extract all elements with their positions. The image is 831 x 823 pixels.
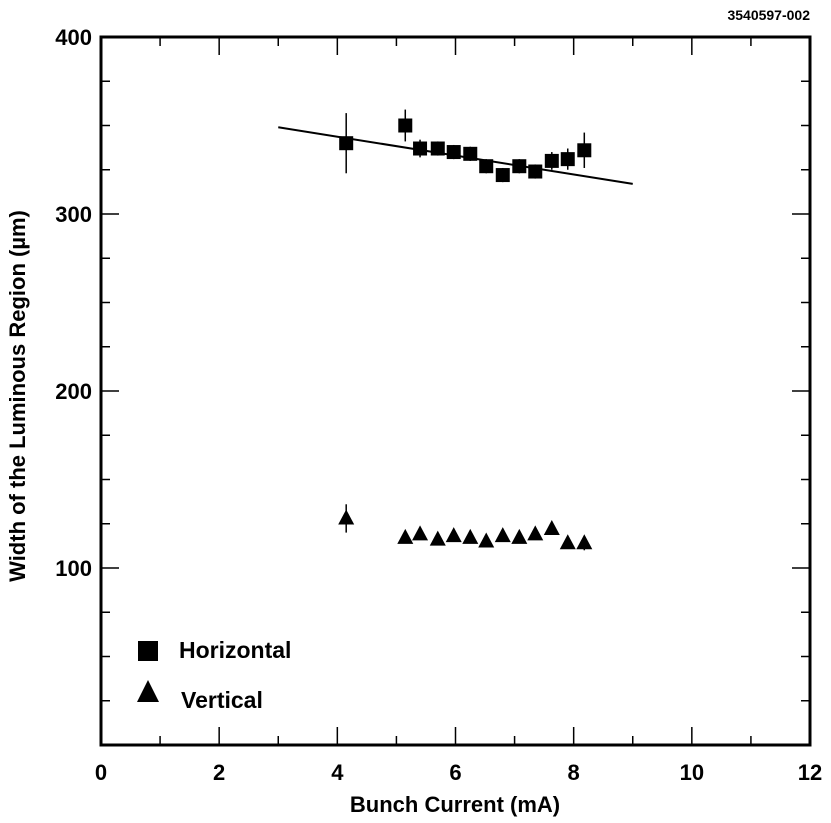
y-tick-label: 100 <box>55 556 92 581</box>
axis-ticks <box>101 37 810 745</box>
horizontal-point <box>577 143 592 158</box>
tick-labels: 0 2 4 6 8 10 12 100 200 300 400 <box>55 25 822 785</box>
vertical-point <box>527 525 544 541</box>
figure-id: 3540597-002 <box>727 7 810 23</box>
legend-triangle-marker <box>137 680 159 702</box>
vertical-point <box>462 528 479 544</box>
legend-label-vertical: Vertical <box>181 687 263 713</box>
vertical-point <box>559 534 576 550</box>
horizontal-point <box>398 118 413 133</box>
x-tick-label: 2 <box>213 760 225 785</box>
x-tick-label: 0 <box>95 760 107 785</box>
x-tick-label: 6 <box>449 760 461 785</box>
vertical-point <box>576 534 593 550</box>
vertical-point <box>429 530 446 546</box>
horizontal-point <box>430 141 445 156</box>
vertical-point <box>494 527 511 543</box>
x-tick-label: 4 <box>331 760 344 785</box>
horizontal-point <box>528 164 543 179</box>
vertical-point <box>511 528 528 544</box>
horizontal-point <box>544 153 559 168</box>
vertical-point <box>412 525 429 541</box>
y-tick-label: 400 <box>55 25 92 50</box>
x-axis-title: Bunch Current (mA) <box>350 792 560 817</box>
horizontal-point <box>512 159 527 174</box>
legend: Horizontal Vertical <box>137 637 291 713</box>
y-axis-title: Width of the Luminous Region (µm) <box>5 210 30 582</box>
data-points <box>338 109 593 551</box>
horizontal-point <box>339 136 354 151</box>
x-tick-label: 10 <box>680 760 704 785</box>
x-tick-label: 12 <box>798 760 822 785</box>
legend-square-marker <box>138 641 158 661</box>
horizontal-point <box>413 141 428 156</box>
vertical-point <box>397 528 414 544</box>
horizontal-point <box>463 146 478 161</box>
vertical-point <box>543 520 560 536</box>
vertical-point <box>338 509 355 525</box>
horizontal-point <box>560 152 575 167</box>
y-tick-label: 200 <box>55 379 92 404</box>
legend-label-horizontal: Horizontal <box>179 637 291 663</box>
x-tick-label: 8 <box>568 760 580 785</box>
vertical-point <box>445 527 462 543</box>
y-tick-label: 300 <box>55 202 92 227</box>
horizontal-point <box>479 159 494 174</box>
horizontal-point <box>446 145 461 160</box>
vertical-point <box>478 532 495 548</box>
horizontal-point <box>495 168 510 183</box>
